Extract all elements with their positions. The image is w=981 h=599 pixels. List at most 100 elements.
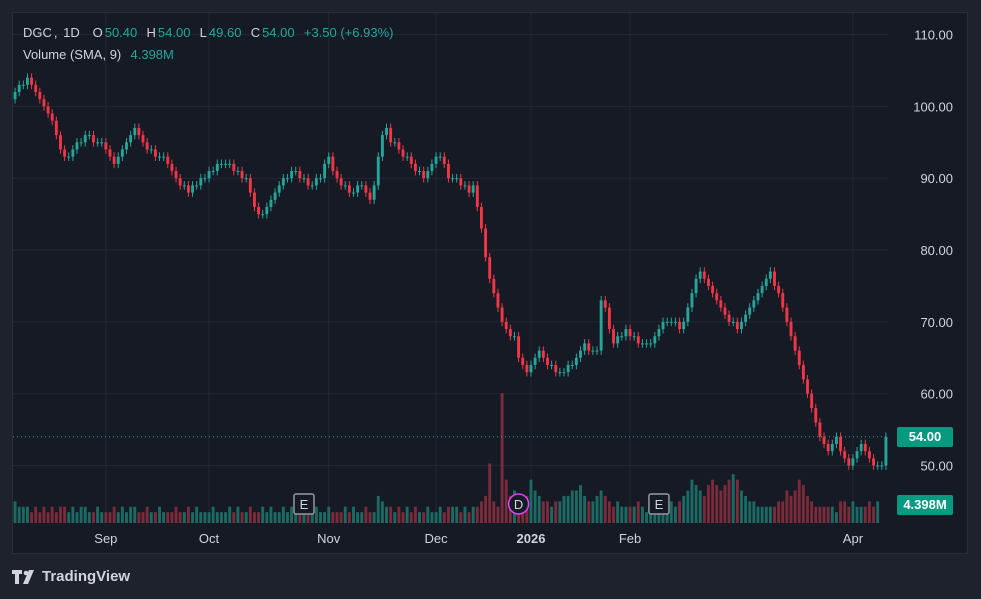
- candle-body: [174, 171, 178, 179]
- volume-bar: [628, 506, 632, 523]
- candle-body: [186, 185, 190, 193]
- volume-bar: [409, 512, 413, 523]
- candle-body: [153, 149, 157, 157]
- candle-body: [434, 156, 438, 164]
- volume-bar: [599, 490, 603, 523]
- candle-body: [224, 163, 228, 165]
- volume-bar: [290, 506, 294, 523]
- candle-body: [446, 163, 450, 179]
- y-tick-label: 60.00: [920, 387, 953, 402]
- candle-body: [269, 199, 273, 207]
- volume-bar: [686, 490, 690, 523]
- candle-body: [587, 343, 591, 351]
- volume-bar: [426, 506, 430, 523]
- volume-bar: [801, 485, 805, 523]
- volume-bar: [389, 506, 393, 523]
- candle-body: [698, 271, 702, 279]
- close-value: 54.00: [262, 25, 295, 40]
- candle-body: [554, 364, 558, 373]
- volume-bar: [566, 495, 570, 523]
- candle-body: [855, 451, 859, 459]
- candle-body: [880, 465, 884, 467]
- candle-body: [438, 156, 442, 158]
- volume-bar: [607, 501, 611, 523]
- volume-bar: [756, 506, 760, 523]
- candle-body: [488, 257, 492, 279]
- candle-body: [599, 300, 603, 351]
- candle-body: [459, 178, 463, 186]
- volume-bar: [129, 506, 133, 523]
- volume-bar: [558, 501, 562, 523]
- low-value: 49.60: [208, 25, 242, 40]
- volume-bar: [781, 501, 785, 523]
- candle-body: [199, 178, 203, 186]
- volume-bar: [34, 506, 38, 523]
- volume-bar: [281, 506, 285, 523]
- candle-body: [645, 343, 648, 345]
- candle-body: [79, 142, 83, 144]
- candle-body: [653, 336, 657, 344]
- earnings-marker: [648, 493, 670, 515]
- candle-body: [170, 163, 174, 172]
- candle-body: [603, 300, 607, 308]
- candle-body: [756, 293, 760, 301]
- volume-bar: [451, 506, 455, 523]
- candle-body: [867, 451, 871, 459]
- open-label: O: [92, 25, 103, 40]
- volume-bar: [649, 506, 653, 523]
- candle-body: [682, 321, 686, 330]
- candle-body: [583, 343, 587, 351]
- volume-bar: [42, 506, 46, 523]
- volume-bar: [149, 512, 153, 523]
- volume-bar: [203, 512, 207, 523]
- candle-body: [876, 465, 880, 467]
- candle-body: [711, 285, 715, 294]
- volume-bar: [438, 506, 442, 523]
- candle-body: [418, 171, 421, 173]
- volume-bar: [104, 512, 108, 523]
- volume-bar: [550, 506, 554, 523]
- volume-bar: [215, 512, 219, 523]
- y-tick-label: 80.00: [920, 243, 953, 258]
- candle-body: [442, 156, 446, 164]
- y-tick-label: 100.00: [913, 99, 953, 114]
- candle-body: [393, 142, 397, 144]
- volume-bar: [446, 506, 450, 523]
- volume-bar: [277, 512, 281, 523]
- volume-bar: [484, 495, 488, 523]
- volume-bar: [773, 506, 776, 523]
- candle-body: [265, 206, 269, 215]
- volume-bar: [257, 512, 261, 523]
- volume-bar: [496, 506, 500, 523]
- candle-body: [484, 228, 488, 258]
- candle-body: [591, 350, 595, 352]
- price-chart[interactable]: 110.00 100.00 90.00 80.00 70.00 60.00 50.00 Sep…: [13, 13, 967, 553]
- open-value: 50.40: [104, 25, 138, 40]
- candle-body: [368, 192, 372, 200]
- volume-bar: [195, 506, 199, 523]
- candle-body: [649, 343, 653, 345]
- candle-body: [50, 113, 54, 121]
- volume-bar: [855, 506, 859, 523]
- candle-body: [579, 350, 582, 358]
- volume-bar: [67, 512, 71, 523]
- volume-bar: [232, 512, 236, 523]
- candle-body: [793, 336, 797, 351]
- candle-body: [162, 156, 166, 158]
- tradingview-logo[interactable]: TradingView: [12, 568, 130, 585]
- candle-body: [834, 436, 838, 444]
- volume-bar: [376, 495, 380, 523]
- x-tick-label: Dec: [424, 531, 448, 546]
- candle-body: [665, 321, 669, 323]
- volume-bar: [595, 495, 599, 523]
- candle-body: [851, 458, 855, 466]
- volume-bar: [665, 506, 669, 523]
- candle-body: [306, 178, 310, 186]
- volume-bar: [529, 479, 533, 523]
- candle-body: [104, 142, 108, 150]
- candle-body: [624, 329, 628, 337]
- volume-bar: [54, 512, 58, 523]
- chart-area[interactable]: 110.00 100.00 90.00 80.00 70.00 60.00 50.00 Sep…: [12, 12, 968, 554]
- low-label: L: [199, 25, 207, 40]
- candle-body: [760, 285, 764, 294]
